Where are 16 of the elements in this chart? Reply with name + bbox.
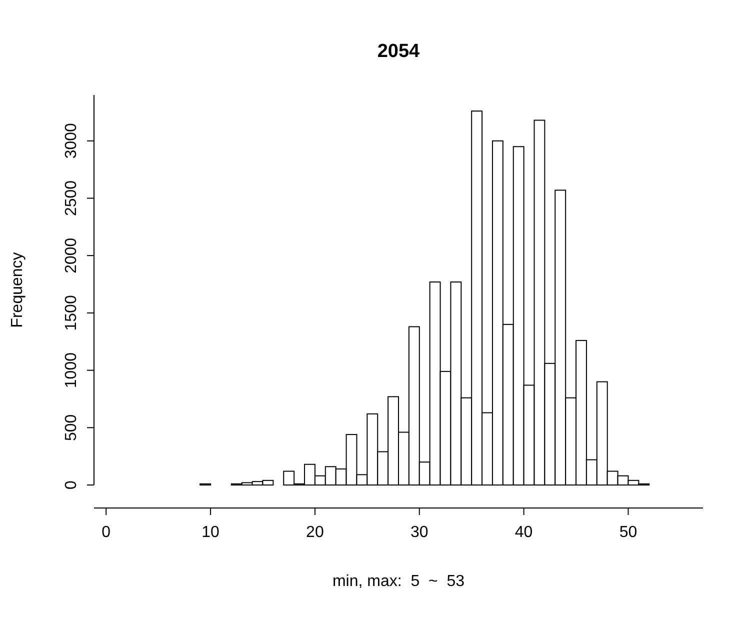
y-tick-label: 3000 xyxy=(63,122,80,159)
x-tick-label: 40 xyxy=(514,524,533,541)
chart-title: 2054 xyxy=(377,41,420,62)
y-tick-label: 1500 xyxy=(63,295,80,331)
y-tick-label: 2500 xyxy=(63,180,80,216)
y-tick-label: 1000 xyxy=(63,352,80,388)
y-tick-label: 500 xyxy=(63,414,80,441)
x-tick-label: 20 xyxy=(306,524,324,541)
x-tick-label: 50 xyxy=(619,524,638,541)
y-axis-title: Frequency xyxy=(9,252,26,328)
y-tick-label: 2000 xyxy=(63,238,80,274)
x-tick-label: 10 xyxy=(202,524,220,541)
y-tick-label: 0 xyxy=(63,480,80,490)
x-tick-label: 0 xyxy=(102,524,111,541)
x-axis-title: min, max: 5 ~ 53 xyxy=(332,573,465,590)
x-tick-label: 30 xyxy=(410,524,428,541)
